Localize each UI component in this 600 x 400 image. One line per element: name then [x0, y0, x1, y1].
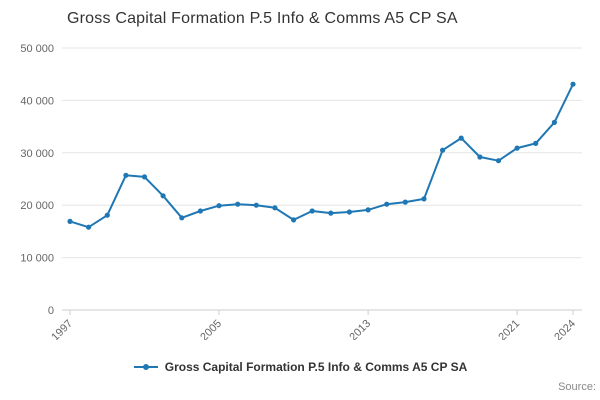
svg-text:40 000: 40 000: [20, 95, 54, 107]
source-text: Source:: [558, 381, 596, 393]
svg-text:2021: 2021: [496, 318, 522, 340]
svg-text:2024: 2024: [552, 318, 578, 340]
svg-text:50 000: 50 000: [20, 43, 54, 55]
legend-item[interactable]: Gross Capital Formation P.5 Info & Comms…: [0, 360, 600, 374]
svg-text:2013: 2013: [347, 318, 373, 340]
svg-text:0: 0: [48, 305, 54, 317]
chart-title: Gross Capital Formation P.5 Info & Comms…: [67, 10, 458, 27]
line-chart-plot: 0 10 000 20 000 30 000 40 000 50 000 1997 2005 2…: [20, 43, 582, 340]
legend-line-marker-icon: [133, 364, 158, 370]
svg-text:20 000: 20 000: [20, 200, 54, 212]
svg-text:1997: 1997: [49, 318, 75, 340]
svg-text:30 000: 30 000: [20, 148, 54, 160]
svg-text:2005: 2005: [198, 318, 224, 340]
legend-label: Gross Capital Formation P.5 Info & Comms…: [164, 360, 468, 374]
svg-text:10 000: 10 000: [20, 253, 54, 265]
